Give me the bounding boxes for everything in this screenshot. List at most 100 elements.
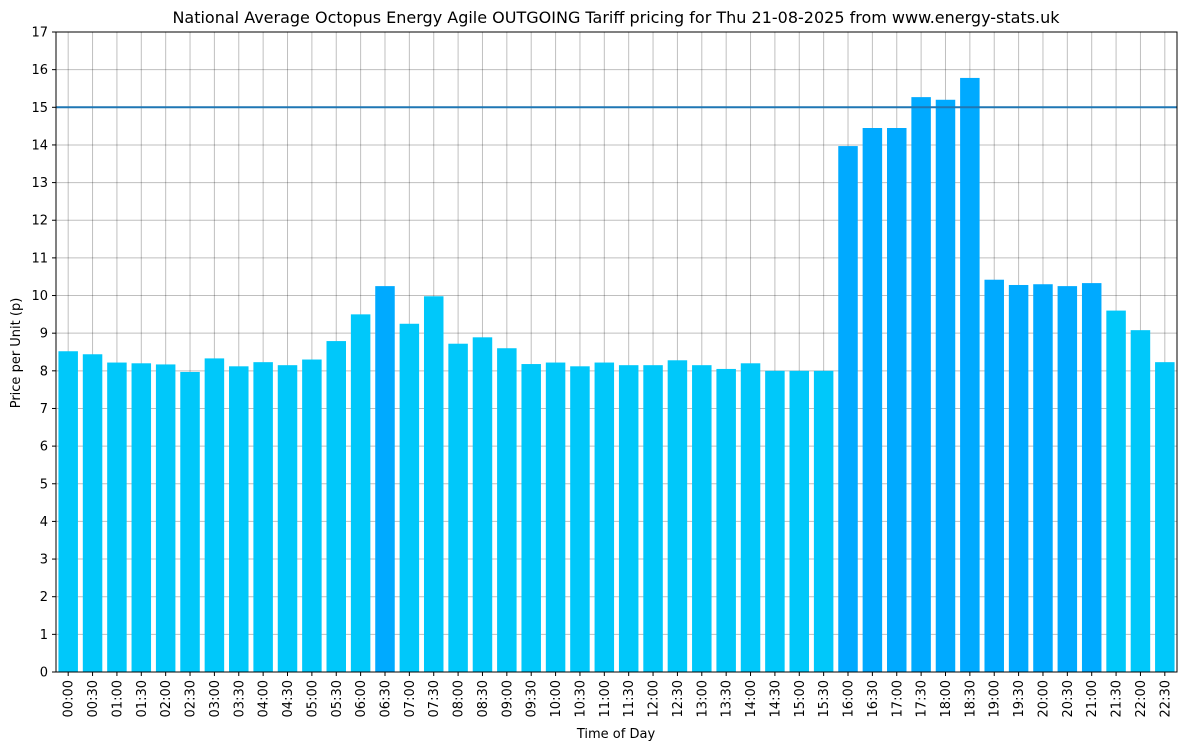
x-tick-label: 05:30 xyxy=(330,680,345,717)
x-tick-label: 00:30 xyxy=(86,680,101,717)
x-tick-label: 11:00 xyxy=(598,680,613,717)
bar xyxy=(545,362,566,672)
bar xyxy=(911,97,931,673)
bar xyxy=(107,362,127,672)
bar xyxy=(302,359,322,672)
bar xyxy=(1057,286,1078,672)
bar xyxy=(935,99,956,672)
bar xyxy=(594,362,615,672)
bar xyxy=(1081,283,1102,672)
y-tick-label: 13 xyxy=(31,176,48,191)
x-tick-label: 20:30 xyxy=(1061,680,1076,717)
bar xyxy=(692,365,712,672)
x-tick-label: 02:30 xyxy=(184,680,199,717)
bar xyxy=(399,323,420,672)
x-tick-label: 16:30 xyxy=(866,680,881,717)
bar xyxy=(497,348,517,672)
x-tick-label: 17:00 xyxy=(890,680,905,717)
x-tick-label: 04:30 xyxy=(281,680,296,717)
bar xyxy=(618,365,639,672)
bar xyxy=(667,360,688,672)
x-tick-label: 01:30 xyxy=(135,680,150,717)
bars xyxy=(58,77,1175,673)
x-tick-label: 17:30 xyxy=(915,680,930,717)
x-tick-label: 16:00 xyxy=(842,680,857,717)
y-tick-label: 6 xyxy=(40,440,48,455)
x-tick-label: 06:30 xyxy=(378,680,393,717)
bar xyxy=(180,371,200,672)
x-axis: 00:00 00:30 01:00 01:30 02:00 02:30 03:00 03:30… xyxy=(62,672,1173,717)
y-tick-label: 0 xyxy=(40,666,48,681)
x-tick-label: 14:30 xyxy=(768,680,783,717)
x-tick-label: 18:30 xyxy=(963,680,978,717)
x-tick-label: 09:30 xyxy=(525,680,540,717)
x-tick-label: 00:00 xyxy=(62,680,77,717)
x-tick-label: 22:00 xyxy=(1134,680,1149,717)
y-tick-label: 10 xyxy=(31,289,48,304)
y-tick-label: 11 xyxy=(31,251,48,266)
x-tick-label: 19:30 xyxy=(1012,680,1027,717)
y-tick-label: 16 xyxy=(31,63,48,78)
x-tick-label: 02:00 xyxy=(159,680,174,717)
bar xyxy=(521,364,541,672)
x-tick-label: 12:30 xyxy=(671,680,686,717)
y-tick-label: 1 xyxy=(40,628,48,643)
x-tick-label: 21:30 xyxy=(1110,680,1125,717)
y-tick-label: 17 xyxy=(31,26,48,41)
bar xyxy=(253,362,273,672)
bar xyxy=(326,341,346,672)
x-tick-label: 07:30 xyxy=(427,680,442,717)
bar xyxy=(472,337,493,672)
bar xyxy=(570,366,590,672)
x-tick-label: 03:30 xyxy=(232,680,247,717)
bar xyxy=(643,365,663,672)
bar xyxy=(58,351,78,672)
x-tick-label: 20:00 xyxy=(1036,680,1051,717)
bar xyxy=(350,314,371,672)
x-axis-label: Time of Day xyxy=(576,727,656,742)
x-tick-label: 03:00 xyxy=(208,680,223,717)
x-tick-label: 10:30 xyxy=(573,680,588,717)
y-tick-label: 9 xyxy=(40,327,48,342)
x-tick-label: 21:00 xyxy=(1085,680,1100,717)
bar xyxy=(765,370,785,672)
x-tick-label: 22:30 xyxy=(1158,680,1173,717)
x-tick-label: 04:00 xyxy=(257,680,272,717)
x-tick-label: 15:30 xyxy=(817,680,832,717)
x-tick-label: 13:00 xyxy=(695,680,710,717)
x-tick-label: 01:00 xyxy=(110,680,125,717)
bar xyxy=(1155,362,1175,672)
bar xyxy=(862,128,883,672)
bar xyxy=(716,368,736,672)
y-tick-label: 3 xyxy=(40,553,48,568)
x-tick-label: 10:00 xyxy=(549,680,564,717)
x-tick-label: 14:00 xyxy=(744,680,759,717)
y-tick-label: 8 xyxy=(40,364,48,379)
y-tick-label: 2 xyxy=(40,590,48,605)
bar xyxy=(131,363,152,672)
x-tick-label: 05:00 xyxy=(305,680,320,717)
bar xyxy=(448,343,468,672)
bar xyxy=(740,363,761,672)
y-axis-label: Price per Unit (p) xyxy=(9,298,24,409)
x-tick-label: 13:30 xyxy=(720,680,735,717)
bar xyxy=(277,365,298,672)
x-tick-label: 06:00 xyxy=(354,680,369,717)
y-tick-label: 4 xyxy=(40,515,48,530)
bar xyxy=(1033,284,1053,672)
x-tick-label: 18:00 xyxy=(939,680,954,717)
bar xyxy=(813,370,834,672)
x-tick-label: 09:00 xyxy=(500,680,515,717)
bar xyxy=(1106,310,1126,672)
y-tick-label: 15 xyxy=(31,101,48,116)
x-tick-label: 15:00 xyxy=(793,680,808,717)
plot-frame xyxy=(55,31,1178,673)
bar xyxy=(887,128,907,672)
y-tick-label: 12 xyxy=(31,214,48,229)
x-tick-label: 19:00 xyxy=(988,680,1003,717)
bar xyxy=(789,370,810,672)
bar xyxy=(1130,330,1151,672)
x-tick-label: 07:00 xyxy=(403,680,418,717)
